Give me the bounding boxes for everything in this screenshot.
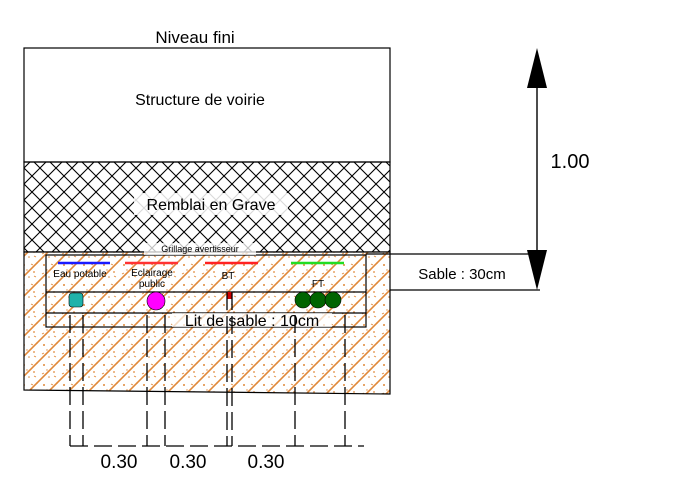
surface-label: Niveau fini <box>155 28 234 47</box>
spacing-guides <box>69 292 346 446</box>
bt-network-label: BT <box>222 271 235 282</box>
road-structure-layer <box>23 47 391 163</box>
lighting-pipe <box>146 291 166 311</box>
road-structure-label: Structure de voirie <box>135 92 265 109</box>
fill-label-bg <box>134 193 288 215</box>
ft-pipe-2 <box>309 291 327 309</box>
spacing-label-3: 0.30 <box>248 452 285 473</box>
lighting-network-label-line1: Eclairage <box>131 268 173 279</box>
warning-mesh-label: Grillage avertisseur <box>161 244 239 254</box>
ft-pipe-3 <box>324 291 342 309</box>
sand-layer-label: Sable : 30cm <box>418 266 506 283</box>
spacing-label-1: 0.30 <box>101 452 138 473</box>
fill-layer-label: Remblai en Grave <box>147 197 276 214</box>
ft-pipe-1 <box>294 291 312 309</box>
water-network-label: Eau potable <box>53 269 107 280</box>
depth-arrow-head-bottom <box>527 250 547 290</box>
ft-network-label: FT <box>312 279 324 290</box>
mesh-label-bg <box>144 243 256 255</box>
bt-pipe <box>227 292 232 299</box>
bed-label-bg <box>172 313 332 327</box>
total-depth-label: 1.00 <box>551 151 590 173</box>
sand-bed-label: Lit de sable : 10cm <box>185 313 319 330</box>
water-pipe <box>68 292 84 308</box>
depth-arrow-head-top <box>527 48 547 88</box>
spacing-label-2: 0.30 <box>170 452 207 473</box>
lighting-network-label-line2: public <box>139 279 165 290</box>
